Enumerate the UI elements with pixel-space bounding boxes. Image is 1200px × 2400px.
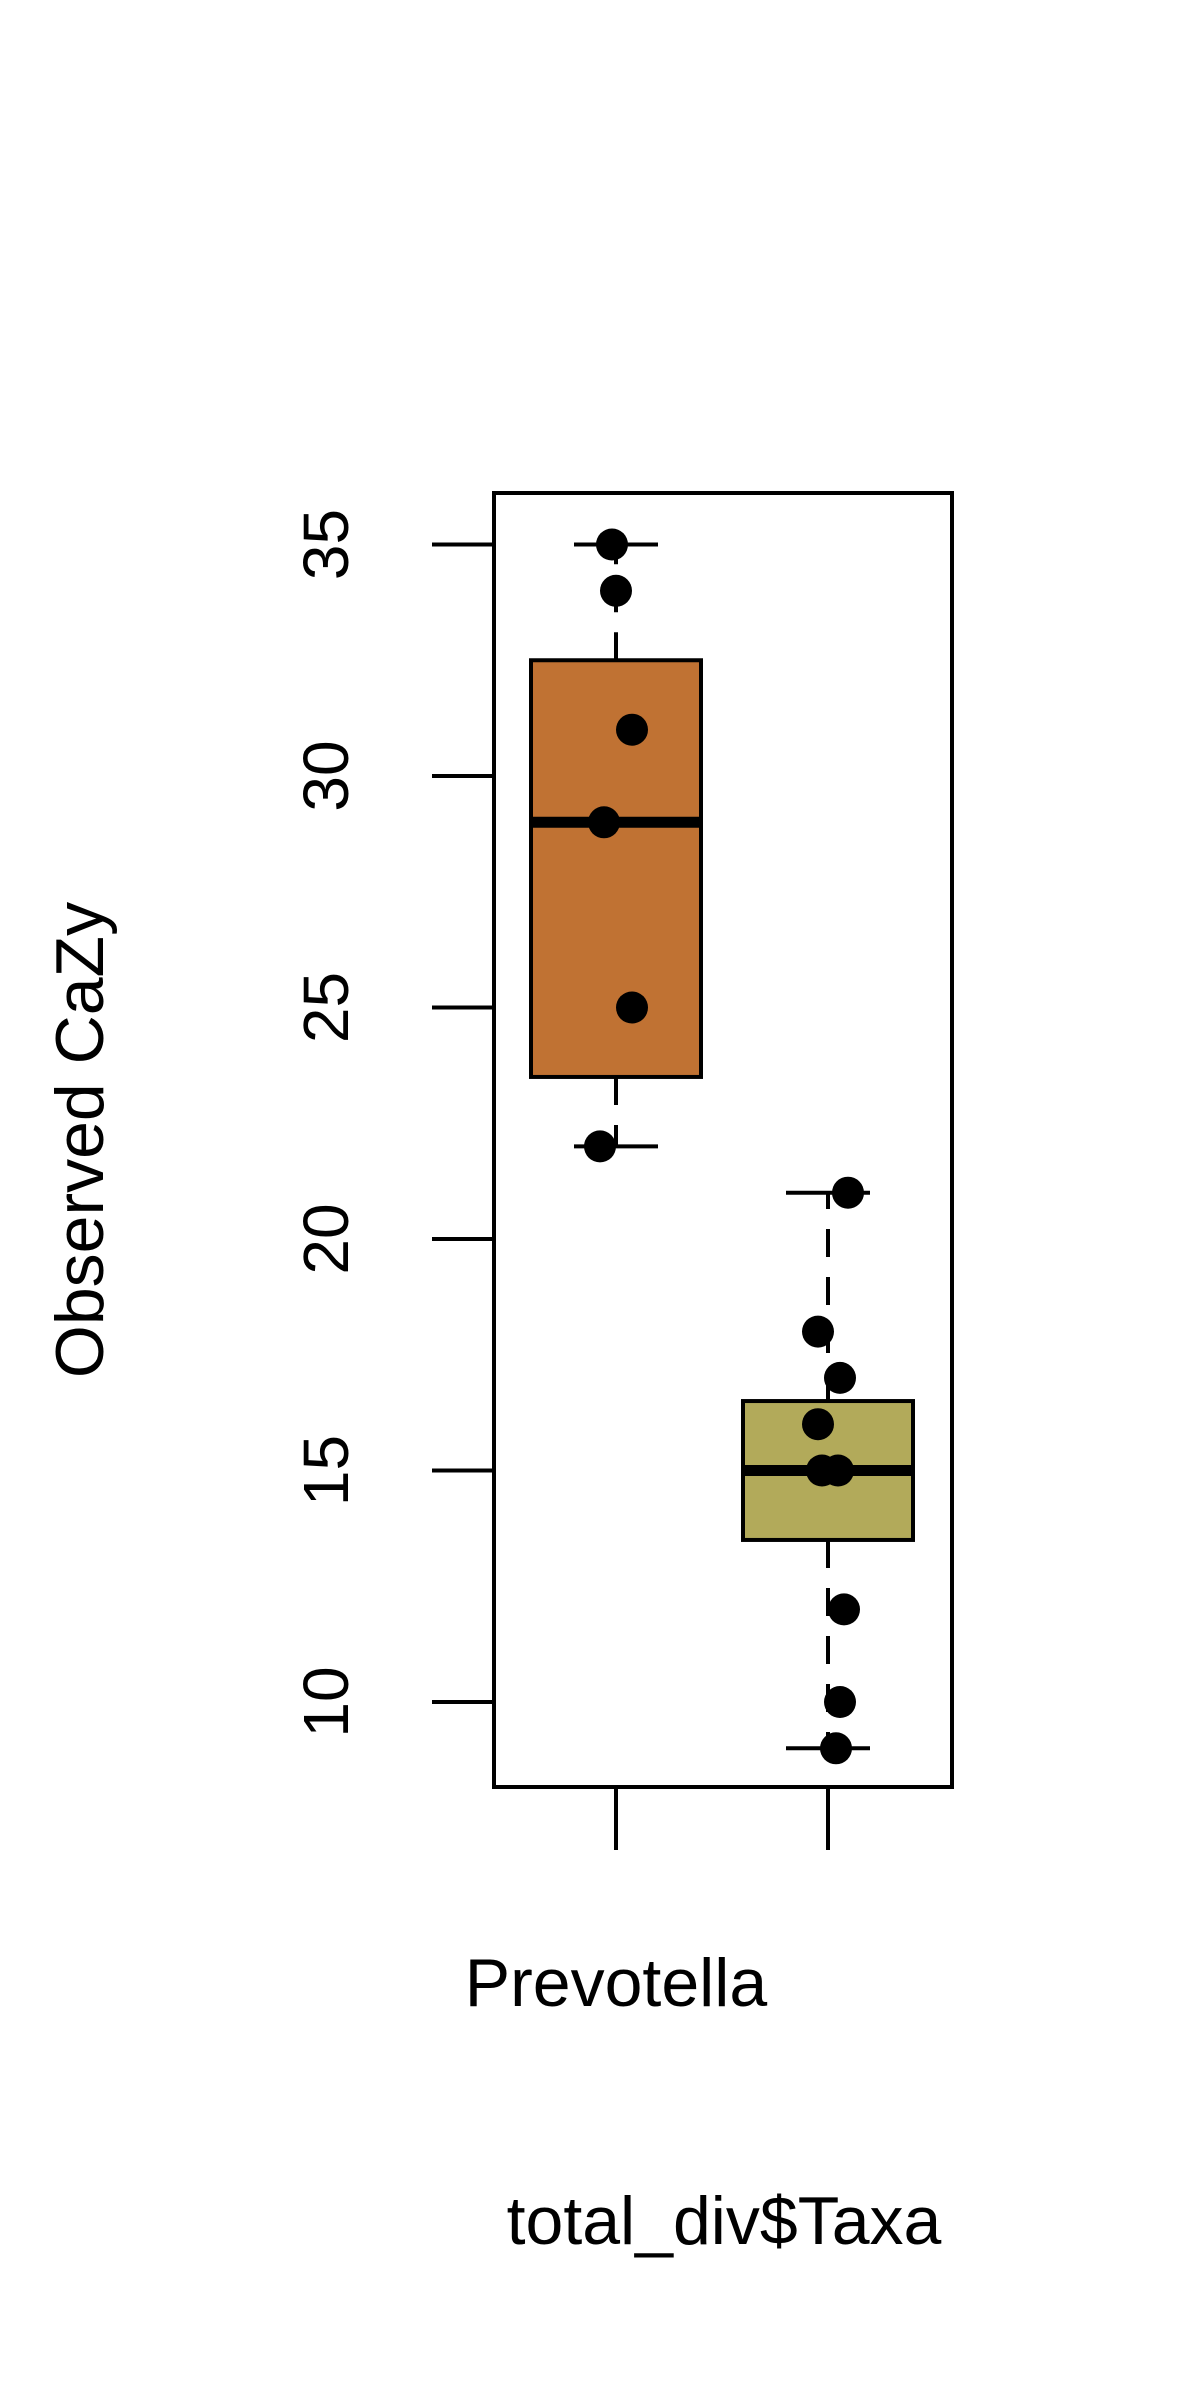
data-point — [584, 1130, 616, 1163]
y-tick-label: 25 — [290, 972, 362, 1043]
y-axis-label: Observed CaZy — [42, 902, 118, 1378]
y-tick-label: 10 — [290, 1666, 362, 1737]
data-point — [802, 1315, 834, 1348]
y-axis: 10 15 20 25 30 35 — [290, 509, 494, 1738]
points-layer — [584, 528, 864, 1765]
data-point — [824, 1686, 856, 1718]
data-point — [596, 528, 628, 561]
data-point — [828, 1593, 860, 1626]
y-tick-label: 30 — [290, 740, 362, 811]
data-point — [802, 1408, 834, 1441]
data-point — [588, 806, 620, 839]
y-tick-label: 20 — [290, 1203, 362, 1274]
plot-frame — [492, 491, 954, 1789]
data-point — [616, 713, 648, 746]
data-point — [600, 574, 632, 607]
x-axis: Prevotella — [465, 1787, 830, 2021]
x-tick-label: Prevotella — [465, 1945, 768, 2021]
box-iqr — [529, 658, 703, 1079]
y-tick-label: 15 — [290, 1435, 362, 1506]
data-point — [616, 991, 648, 1024]
data-point — [824, 1361, 856, 1394]
y-tick-label: 35 — [290, 509, 362, 580]
data-point — [820, 1732, 852, 1765]
x-axis-label: total_div$Taxa — [507, 2183, 942, 2259]
data-point — [822, 1454, 854, 1487]
data-point — [832, 1176, 864, 1209]
